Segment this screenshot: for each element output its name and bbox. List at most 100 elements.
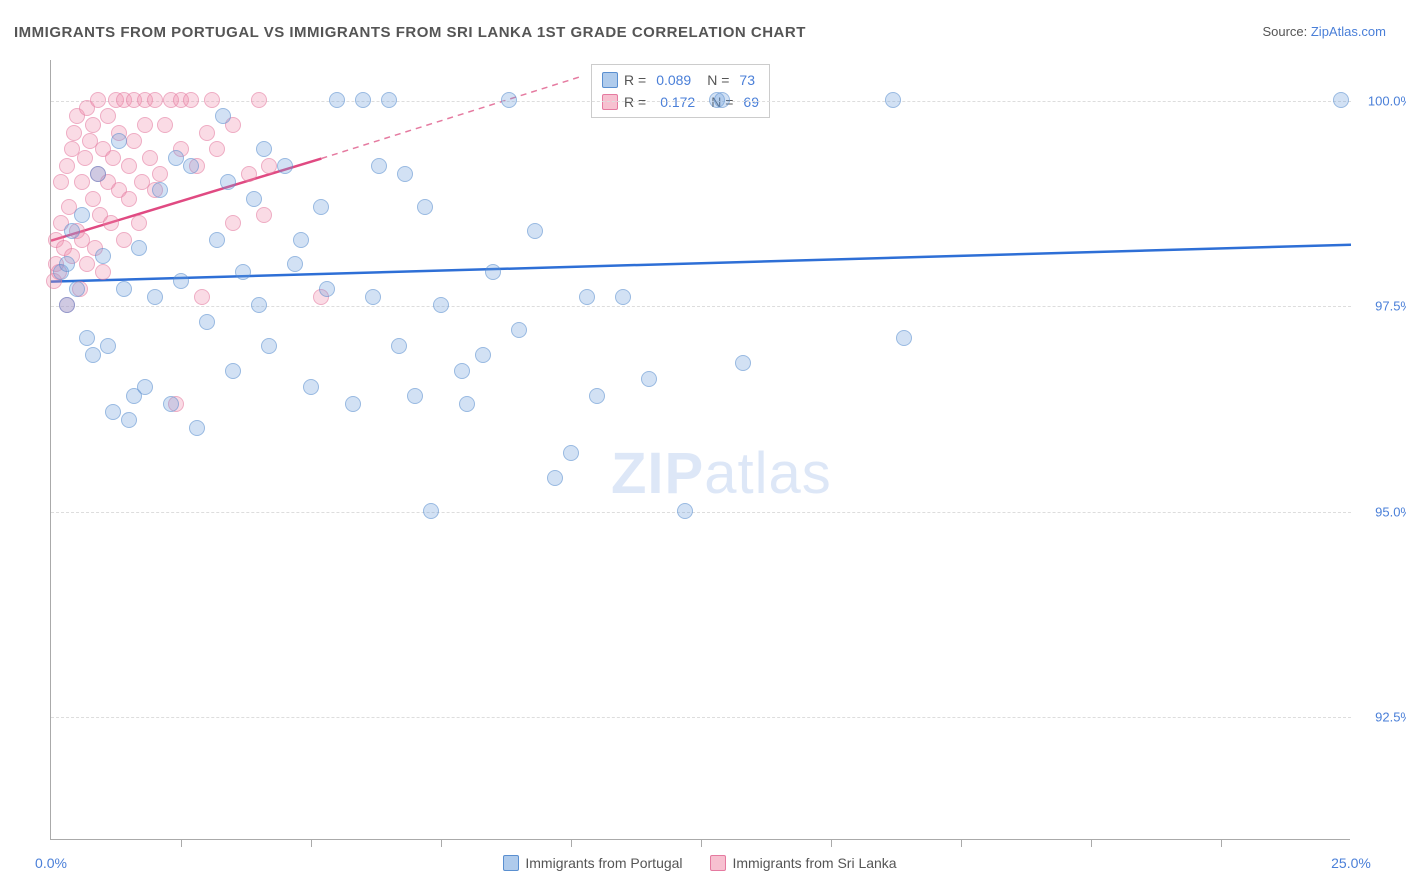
point-srilanka [199, 125, 215, 141]
point-portugal [381, 92, 397, 108]
point-srilanka [85, 117, 101, 133]
point-portugal [475, 347, 491, 363]
watermark: ZIPatlas [611, 440, 832, 507]
gridline [51, 101, 1351, 102]
legend-item-srilanka: Immigrants from Sri Lanka [710, 855, 896, 871]
gridline [51, 306, 1351, 307]
point-portugal [355, 92, 371, 108]
x-tick-mark [1091, 839, 1092, 847]
label-n: N = [707, 72, 729, 88]
legend-label: Immigrants from Sri Lanka [732, 855, 896, 871]
point-portugal [397, 166, 413, 182]
point-srilanka [157, 117, 173, 133]
point-portugal [246, 191, 262, 207]
point-portugal [116, 281, 132, 297]
point-srilanka [225, 215, 241, 231]
point-portugal [313, 199, 329, 215]
point-portugal [95, 248, 111, 264]
correlation-chart: ZIPatlas R = 0.089 N = 73 R = 0.172 N = … [50, 60, 1350, 840]
point-portugal [225, 363, 241, 379]
point-portugal [345, 396, 361, 412]
point-portugal [105, 404, 121, 420]
point-portugal [163, 396, 179, 412]
point-portugal [303, 379, 319, 395]
point-srilanka [126, 133, 142, 149]
point-portugal [735, 355, 751, 371]
x-tick-mark [571, 839, 572, 847]
point-portugal [131, 240, 147, 256]
chart-title: IMMIGRANTS FROM PORTUGAL VS IMMIGRANTS F… [14, 24, 806, 41]
label-r: R = [624, 72, 646, 88]
series-legend: Immigrants from Portugal Immigrants from… [50, 855, 1350, 874]
point-portugal [147, 289, 163, 305]
point-srilanka [152, 166, 168, 182]
point-srilanka [95, 264, 111, 280]
legend-item-portugal: Immigrants from Portugal [503, 855, 682, 871]
point-portugal [199, 314, 215, 330]
point-portugal [293, 232, 309, 248]
r-value-blue: 0.089 [656, 72, 691, 88]
point-portugal [189, 420, 205, 436]
point-portugal [168, 150, 184, 166]
point-portugal [235, 264, 251, 280]
point-srilanka [90, 92, 106, 108]
point-srilanka [74, 174, 90, 190]
point-portugal [579, 289, 595, 305]
x-tick-mark [701, 839, 702, 847]
point-portugal [277, 158, 293, 174]
point-srilanka [251, 92, 267, 108]
point-portugal [547, 470, 563, 486]
point-portugal [417, 199, 433, 215]
point-portugal [251, 297, 267, 313]
x-tick-mark [831, 839, 832, 847]
source-prefix: Source: [1262, 24, 1310, 39]
plot-area: ZIPatlas R = 0.089 N = 73 R = 0.172 N = … [50, 60, 1350, 840]
gridline [51, 512, 1351, 513]
gridline [51, 717, 1351, 718]
point-srilanka [59, 158, 75, 174]
y-tick-label: 100.0% [1368, 94, 1406, 109]
source-attribution: Source: ZipAtlas.com [1262, 24, 1386, 39]
n-value-blue: 73 [739, 72, 755, 88]
point-portugal [454, 363, 470, 379]
point-portugal [459, 396, 475, 412]
point-portugal [287, 256, 303, 272]
x-tick-mark [1221, 839, 1222, 847]
x-tick-mark [311, 839, 312, 847]
legend-label: Immigrants from Portugal [525, 855, 682, 871]
x-tick-mark [961, 839, 962, 847]
point-srilanka [241, 166, 257, 182]
y-tick-label: 95.0% [1375, 504, 1406, 519]
point-srilanka [100, 108, 116, 124]
point-portugal [215, 108, 231, 124]
source-link[interactable]: ZipAtlas.com [1311, 24, 1386, 39]
point-srilanka [142, 150, 158, 166]
point-srilanka [116, 232, 132, 248]
point-srilanka [66, 125, 82, 141]
y-tick-label: 97.5% [1375, 299, 1406, 314]
point-srilanka [131, 215, 147, 231]
point-srilanka [209, 141, 225, 157]
point-srilanka [121, 191, 137, 207]
point-portugal [74, 207, 90, 223]
point-portugal [615, 289, 631, 305]
swatch-blue-icon [602, 72, 618, 88]
stats-legend: R = 0.089 N = 73 R = 0.172 N = 69 [591, 64, 770, 118]
point-portugal [173, 273, 189, 289]
point-portugal [59, 297, 75, 313]
point-portugal [896, 330, 912, 346]
point-portugal [64, 223, 80, 239]
point-srilanka [194, 289, 210, 305]
point-srilanka [103, 215, 119, 231]
point-portugal [100, 338, 116, 354]
point-portugal [563, 445, 579, 461]
point-portugal [121, 412, 137, 428]
x-tick-mark [441, 839, 442, 847]
y-tick-label: 92.5% [1375, 709, 1406, 724]
point-portugal [261, 338, 277, 354]
point-portugal [714, 92, 730, 108]
point-srilanka [183, 92, 199, 108]
point-portugal [256, 141, 272, 157]
swatch-pink-icon [710, 855, 726, 871]
point-portugal [152, 182, 168, 198]
